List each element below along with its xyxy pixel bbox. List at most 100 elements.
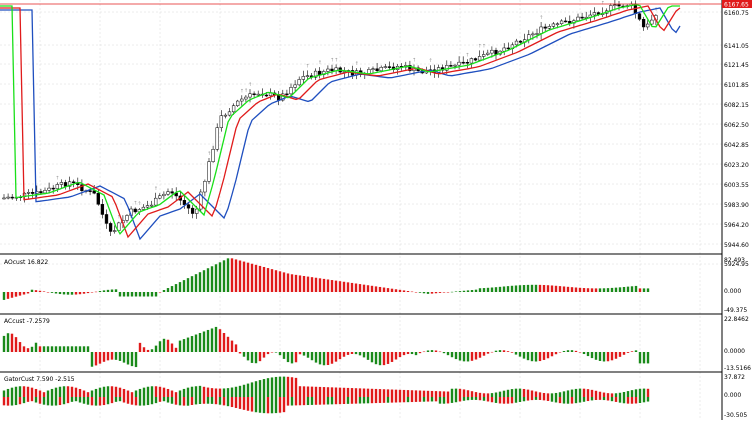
ao-bar-bull: [463, 291, 465, 292]
gator-bar-bear: [395, 397, 397, 403]
fractal-arrow-up: ↑: [334, 57, 338, 63]
candle-body: [27, 192, 30, 193]
ac-bar-bull: [519, 352, 521, 357]
ao-bar-bull: [119, 292, 121, 297]
ac-bar-bear: [387, 352, 389, 364]
ao-bar-bear: [379, 287, 381, 292]
ac-bar-bear: [487, 352, 489, 354]
ac-bar-bull: [639, 352, 641, 363]
ao-bar-bear: [319, 278, 321, 292]
ac-bar-bull: [251, 352, 253, 363]
candle-body: [240, 99, 243, 101]
gator-bar-bear: [295, 378, 297, 397]
ac-bar-bull: [591, 352, 593, 358]
gator-bar-bear: [163, 397, 165, 401]
gator-bar-bear: [435, 391, 437, 397]
ao-bar-bear: [251, 264, 253, 292]
gator-bar-bull: [151, 386, 153, 397]
ac-bar-bull: [643, 352, 645, 363]
ac-bar-bear: [579, 352, 581, 353]
gator-bar-bear: [83, 397, 85, 404]
candle-body: [638, 14, 641, 20]
ao-bar-bull: [123, 292, 125, 297]
gator-bar-bull: [179, 397, 181, 405]
candle-body: [318, 71, 321, 74]
gator-bar-bull: [495, 392, 497, 397]
candle-body: [298, 79, 301, 84]
gator-bar-bear: [587, 389, 589, 397]
gator-bar-bear: [387, 389, 389, 397]
ac-bar-bear: [239, 352, 241, 353]
ao-bar-bull: [195, 274, 197, 292]
ao-bar-bull: [427, 292, 429, 294]
gator-bar-bull: [515, 397, 517, 403]
ac-bar-bear: [399, 352, 401, 357]
ao-bar-bear: [255, 265, 257, 292]
ao-bar-bull: [111, 290, 113, 293]
gator-bar-bear: [295, 397, 297, 405]
ac-bar-bull: [151, 349, 153, 352]
candle-body: [52, 188, 55, 189]
ac-bar-bull: [467, 352, 469, 361]
gator-bar-bear: [403, 390, 405, 397]
ao-bar-bull: [523, 285, 525, 292]
ao-bar-bull: [127, 292, 129, 297]
ao-bar-bull: [139, 292, 141, 297]
ao-bar-bear: [7, 292, 9, 299]
gator-bar-bull: [195, 397, 197, 404]
ao-bar-bear: [343, 282, 345, 292]
ao-bar-bull: [487, 288, 489, 292]
ao-bar-bull: [203, 270, 205, 292]
candle-body: [191, 208, 194, 213]
ac-bar-bear: [263, 352, 265, 358]
gator-bar-bear: [607, 397, 609, 401]
ao-bar-bear: [435, 292, 437, 293]
price-label: 6003.55: [724, 182, 749, 189]
ao-bar-bear: [91, 292, 93, 293]
gator-bar-bear: [375, 397, 377, 403]
gator-bar-bear: [287, 377, 289, 397]
gator-bar-bull: [7, 389, 9, 397]
gator-bar-bear: [443, 397, 445, 404]
ac-bar-bull: [31, 347, 33, 352]
candle-body: [458, 62, 461, 65]
ac-bar-bull: [203, 331, 205, 352]
gator-bar-bear: [391, 390, 393, 397]
gator-bar-bear: [431, 391, 433, 397]
candle-body: [388, 67, 391, 68]
ao-bar-bear: [551, 285, 553, 292]
ac-bar-bull: [159, 341, 161, 352]
gator-bar-bear: [427, 397, 429, 402]
price-scale[interactable]: 6160.75 6141.05 6121.45 6101.85 6082.15 …: [724, 10, 749, 268]
ac-bar-bull: [443, 352, 445, 353]
main-price-pane[interactable]: ↑↑↑↑↑↑↑↑↑↑↑↑↑↑↑↑↑↑↑↑↑↑↑↑: [0, 0, 680, 239]
gator-oscillator-pane[interactable]: [3, 377, 649, 414]
gator-bar-bull: [267, 397, 269, 413]
ao-bar-bear: [315, 278, 317, 292]
fractal-arrow-up: ↑: [248, 82, 252, 88]
candle-body: [228, 112, 231, 115]
ac-bar-bear: [423, 352, 425, 353]
ac-bar-bull: [515, 352, 517, 355]
candle-body: [44, 190, 47, 193]
ao-bar-bear: [351, 283, 353, 292]
gator-bar-bear: [483, 397, 485, 401]
ac-bar-bear: [299, 352, 301, 354]
ao-bar-bull: [519, 285, 521, 292]
ao-bar-bear: [35, 290, 37, 292]
ao-bar-bull: [167, 288, 169, 292]
gator-bar-bull: [147, 387, 149, 397]
ac-bar-bull: [447, 352, 449, 355]
gator-bar-bear: [547, 393, 549, 397]
gator-bar-bull: [619, 393, 621, 397]
gator-bar-bull: [191, 397, 193, 405]
ao-bar-bear: [159, 292, 161, 293]
ac-bar-bear: [147, 350, 149, 352]
gator-bar-bear: [87, 397, 89, 405]
candle-body: [40, 191, 43, 192]
gator-bar-bear: [35, 397, 37, 403]
gator-bar-bear: [323, 387, 325, 397]
ao-bar-bull: [599, 288, 601, 292]
